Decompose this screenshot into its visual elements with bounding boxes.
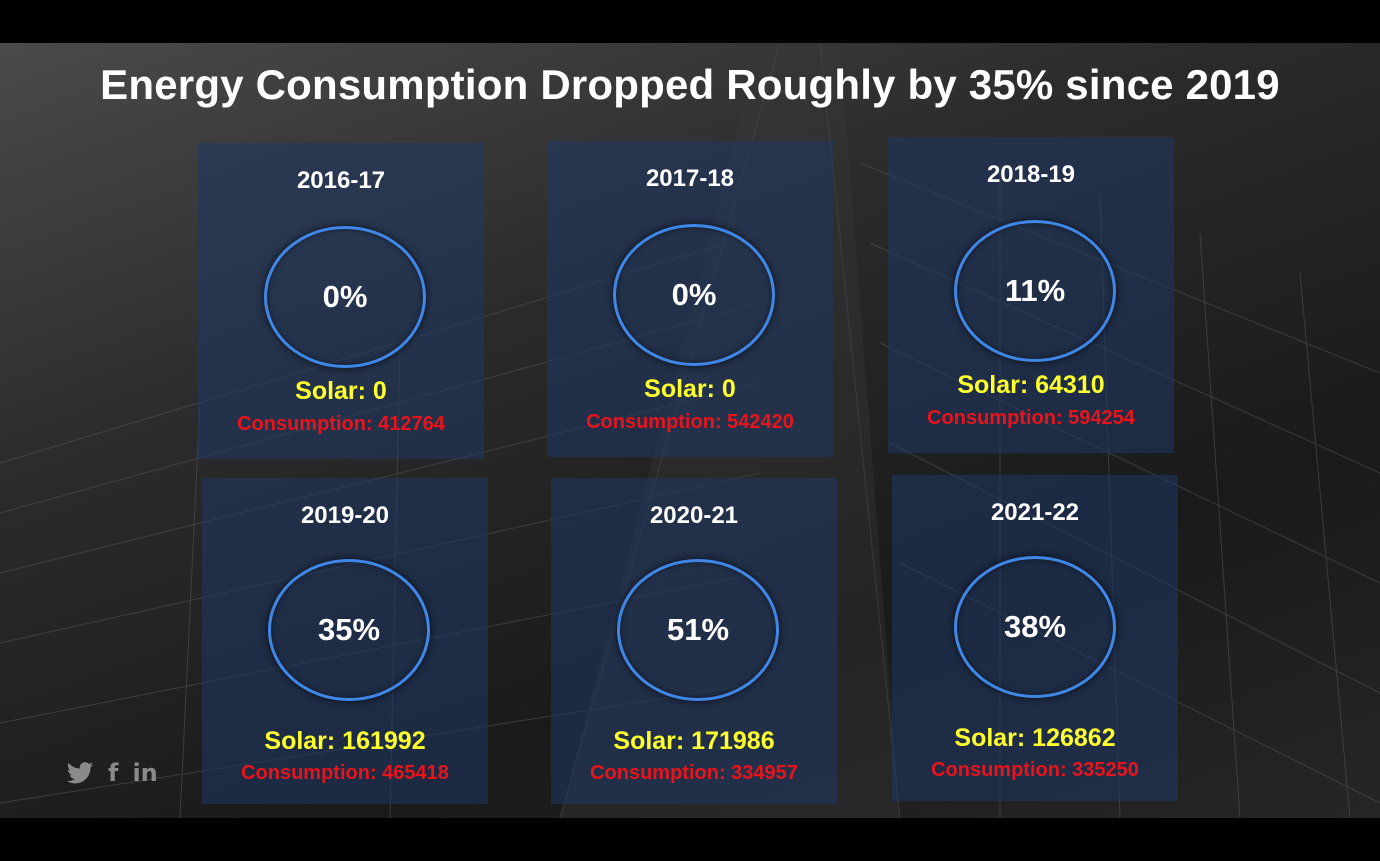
- consumption-value: Consumption: 412764: [237, 413, 445, 435]
- card-year: 2017-18: [645, 165, 735, 192]
- percent-ring: 0%: [264, 226, 426, 368]
- consumption-value: Consumption: 335250: [931, 759, 1139, 781]
- percent-value: 38%: [1003, 609, 1067, 644]
- year-card-2021-22: 2021-22 38% Solar: 126862 Consumption: 3…: [892, 475, 1178, 801]
- year-card-2018-19: 2018-19 11% Solar: 64310 Consumption: 59…: [888, 137, 1174, 453]
- linkedin-icon[interactable]: in: [132, 759, 158, 787]
- solar-value: Solar: 0: [295, 377, 387, 405]
- percent-value: 0%: [322, 279, 368, 314]
- percent-value: 35%: [317, 612, 381, 647]
- percent-value: 11%: [1004, 273, 1066, 308]
- percent-ring: 0%: [613, 224, 775, 366]
- social-links: f in: [66, 759, 158, 787]
- percent-ring: 35%: [268, 559, 430, 701]
- consumption-value: Consumption: 594254: [927, 407, 1135, 429]
- solar-value: Solar: 64310: [957, 371, 1105, 399]
- solar-value: Solar: 126862: [954, 724, 1116, 752]
- card-year: 2021-22: [990, 499, 1080, 526]
- card-year: 2018-19: [986, 161, 1076, 188]
- card-year: 2016-17: [296, 167, 386, 194]
- percent-value: 0%: [671, 277, 717, 312]
- solar-value: Solar: 171986: [613, 727, 775, 755]
- consumption-value: Consumption: 542420: [586, 411, 794, 433]
- facebook-icon[interactable]: f: [108, 759, 119, 787]
- solar-value: Solar: 161992: [264, 727, 426, 755]
- solar-value: Solar: 0: [644, 375, 736, 403]
- consumption-value: Consumption: 465418: [241, 762, 449, 784]
- year-card-2017-18: 2017-18 0% Solar: 0 Consumption: 542420: [547, 141, 833, 457]
- card-year: 2019-20: [300, 502, 390, 529]
- percent-ring: 51%: [617, 559, 779, 701]
- percent-value: 51%: [666, 612, 730, 647]
- year-card-2016-17: 2016-17 0% Solar: 0 Consumption: 412764: [198, 143, 484, 459]
- year-card-2020-21: 2020-21 51% Solar: 171986 Consumption: 3…: [551, 478, 837, 804]
- slide: Energy Consumption Dropped Roughly by 35…: [0, 43, 1380, 818]
- percent-ring: 11%: [954, 220, 1116, 362]
- page-title: Energy Consumption Dropped Roughly by 35…: [100, 61, 1280, 108]
- card-year: 2020-21: [649, 502, 739, 529]
- year-card-2019-20: 2019-20 35% Solar: 161992 Consumption: 4…: [202, 478, 488, 804]
- consumption-value: Consumption: 334957: [590, 762, 798, 784]
- twitter-icon[interactable]: [66, 762, 94, 784]
- percent-ring: 38%: [954, 556, 1116, 698]
